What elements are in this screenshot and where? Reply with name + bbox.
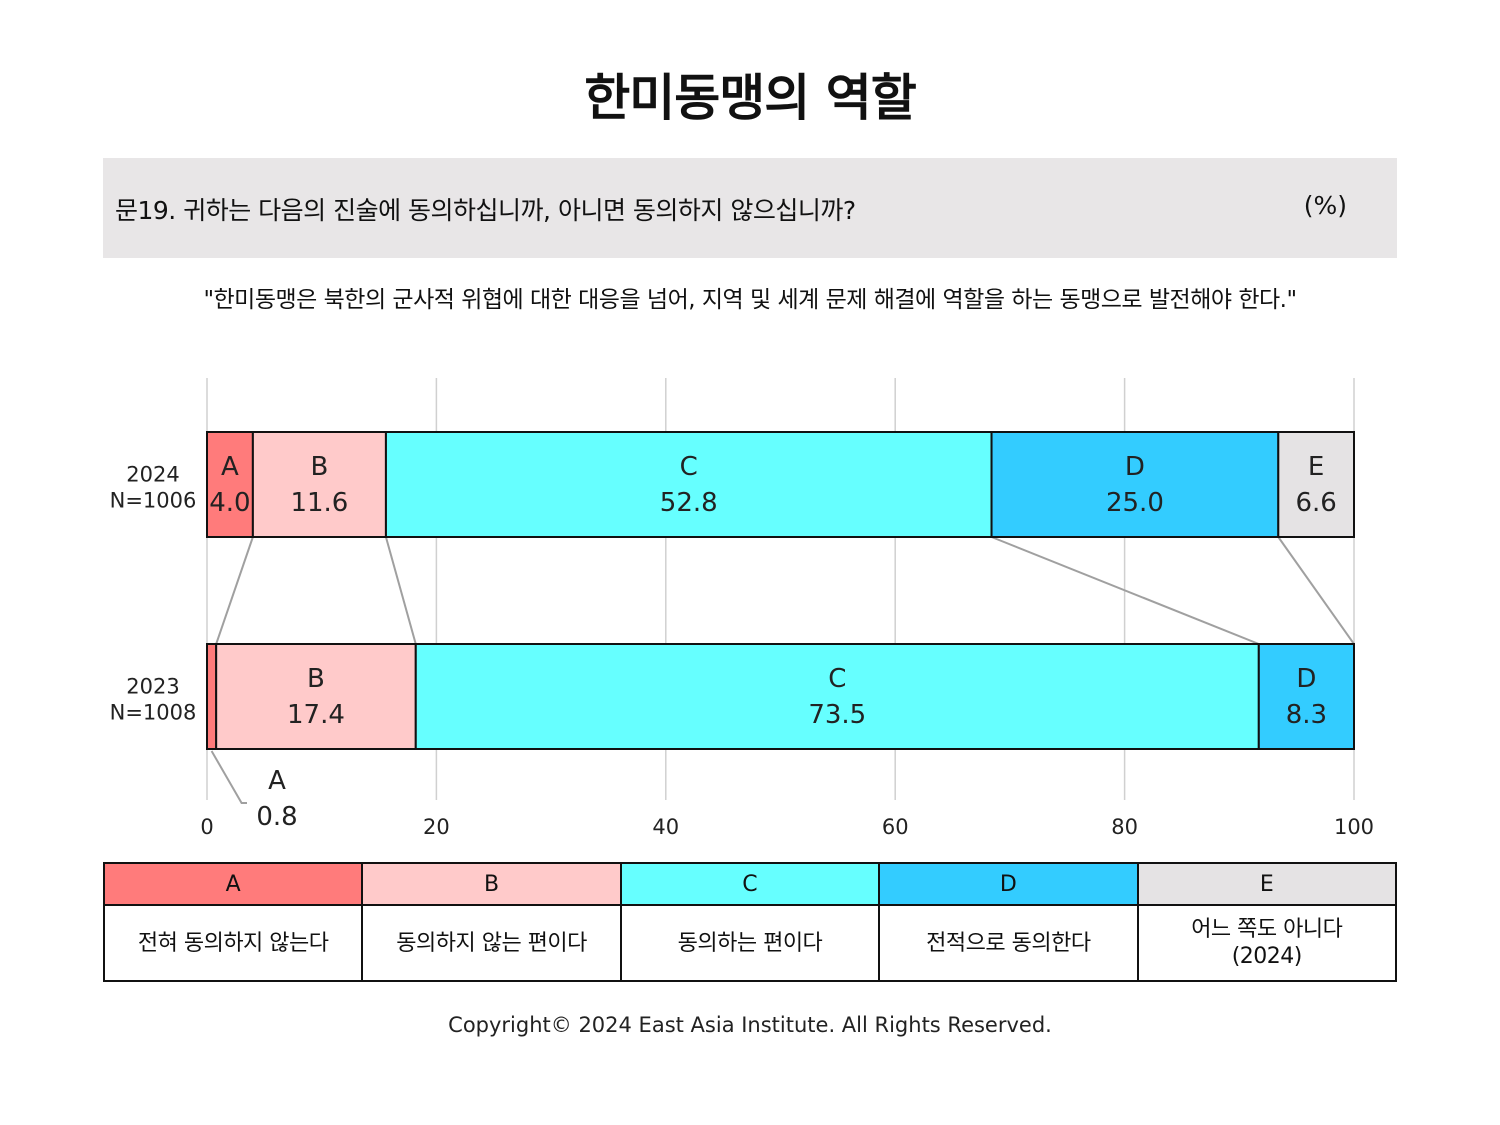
segment-value-label: 4.0 — [209, 488, 250, 518]
bar-year-label: 2023 — [126, 675, 179, 699]
bar-segment-A — [206, 643, 218, 750]
bar-segment-B — [215, 643, 417, 750]
segment-key-label: B — [307, 664, 325, 694]
bar-segment-A — [206, 431, 254, 538]
bar-segment-E — [1277, 431, 1355, 538]
segment-key-label: A — [221, 452, 239, 482]
callout-value-label: 0.8 — [256, 802, 297, 832]
legend-key-A: A — [102, 862, 364, 906]
chart-title: 한미동맹의 역할 — [584, 69, 916, 127]
callout-line — [210, 750, 247, 804]
bar-segment-C — [384, 431, 993, 538]
legend-key-B: B — [361, 862, 622, 906]
segment-key-label: C — [828, 664, 846, 694]
segment-value-label: 17.4 — [287, 700, 345, 730]
bar-segment-C — [414, 643, 1260, 750]
x-tick-label: 40 — [652, 815, 679, 839]
question-text: 문19. 귀하는 다음의 진술에 동의하십니까, 아니면 동의하지 않으십니까? — [115, 196, 856, 225]
bar-n-label: N=1006 — [110, 489, 197, 513]
legend-key-D: D — [878, 862, 1139, 906]
legend-label-C: 동의하는 편이다 — [619, 904, 881, 982]
segment-key-label: E — [1308, 452, 1324, 482]
connector-line — [215, 536, 254, 645]
connector-line — [1277, 536, 1355, 645]
x-tick-label: 80 — [1111, 815, 1138, 839]
segment-value-label: 6.6 — [1295, 488, 1336, 518]
bar-segment-B — [251, 431, 387, 538]
bar-n-label: N=1008 — [110, 701, 197, 725]
legend-label-B: 동의하지 않는 편이다 — [361, 904, 622, 982]
bar-segment-D — [990, 431, 1280, 538]
x-tick-label: 0 — [200, 815, 213, 839]
segment-value-label: 11.6 — [290, 488, 348, 518]
segment-value-label: 52.8 — [660, 488, 718, 518]
segment-key-label: B — [310, 452, 328, 482]
x-tick-label: 20 — [423, 815, 450, 839]
callout-key-label: A — [268, 766, 286, 796]
question-box: 문19. 귀하는 다음의 진술에 동의하십니까, 아니면 동의하지 않으십니까?… — [103, 158, 1397, 258]
x-tick-label: 60 — [882, 815, 909, 839]
legend-label-E: 어느 쪽도 아니다 (2024) — [1136, 904, 1398, 982]
connector-line — [991, 536, 1260, 645]
x-tick-label: 100 — [1334, 815, 1374, 839]
legend-key-E: E — [1136, 862, 1398, 906]
bar-year-label: 2024 — [126, 463, 179, 487]
legend-key-C: C — [619, 862, 881, 906]
statement-text: "한미동맹은 북한의 군사적 위협에 대한 대응을 넘어, 지역 및 세계 문제… — [203, 287, 1297, 313]
segment-key-label: D — [1296, 664, 1316, 694]
segment-value-label: 8.3 — [1286, 700, 1327, 730]
segment-value-label: 25.0 — [1106, 488, 1164, 518]
legend-label-row: 전혀 동의하지 않는다 동의하지 않는 편이다 동의하는 편이다 전적으로 동의한다 어… — [102, 904, 1398, 982]
bar-segment-D — [1257, 643, 1355, 750]
segment-value-label: 73.5 — [808, 700, 866, 730]
segment-key-label: C — [680, 452, 698, 482]
legend-label-A: 전혀 동의하지 않는다 — [102, 904, 364, 982]
segment-key-label: D — [1125, 452, 1145, 482]
legend-label-D: 전적으로 동의한다 — [878, 904, 1139, 982]
copyright-text: Copyright© 2024 East Asia Institute. All… — [448, 1013, 1052, 1037]
unit-label: (%) — [1303, 191, 1347, 220]
connector-line — [384, 536, 417, 645]
